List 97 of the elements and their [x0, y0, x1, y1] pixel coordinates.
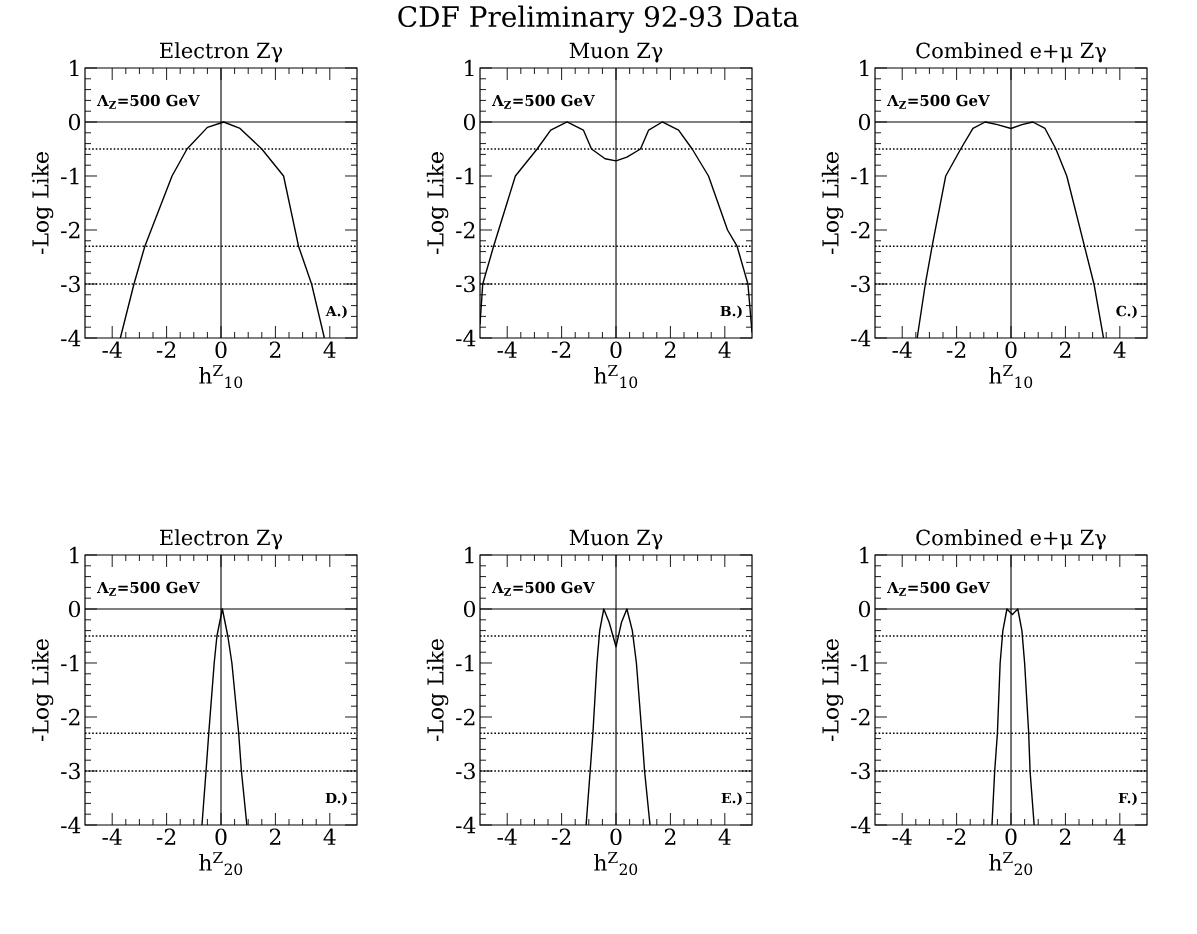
annotation: F.): [1118, 792, 1137, 806]
annotation: C.): [1116, 305, 1137, 319]
x-axis-title: h$^{Z}$10: [199, 364, 243, 389]
x-axis-title: h$^{Z}$20: [594, 851, 638, 876]
annotation: A.): [325, 305, 347, 319]
y-tick-label: -3: [456, 762, 475, 780]
annotation: Λ$_{Z}$=500 GeV: [886, 581, 990, 596]
x-tick-label: -4: [892, 828, 912, 845]
y-tick-label: 0: [463, 113, 476, 131]
x-tick-label: 0: [215, 828, 227, 846]
y-tick-label: -1: [61, 167, 79, 185]
x-axis-title: h$^{Z}$20: [199, 851, 243, 876]
y-tick-label: 1: [70, 546, 79, 564]
x-tick-label: -2: [156, 828, 176, 845]
x-axis-title: h$^{Z}$10: [594, 364, 638, 389]
chart-title: Electron Zγ: [160, 529, 283, 550]
annotation: B.): [720, 305, 742, 319]
chart-title: Electron Zγ: [160, 42, 283, 63]
x-tick-label: 4: [718, 828, 731, 845]
y-tick-label: -4: [851, 816, 871, 834]
x-tick-label: 0: [1005, 341, 1017, 359]
annotation: Λ$_{Z}$=500 GeV: [96, 581, 200, 596]
y-tick-label: -4: [456, 816, 476, 834]
y-tick-label: 0: [858, 600, 871, 618]
chart-title: Combined e+μ Zγ: [916, 42, 1106, 63]
x-tick-label: -2: [946, 828, 966, 845]
y-tick-label: 0: [858, 113, 871, 131]
x-tick-label: -4: [102, 828, 122, 845]
y-tick-label: -4: [61, 816, 81, 834]
chart-title: Combined e+μ Zγ: [916, 529, 1106, 550]
y-tick-label: -3: [851, 275, 870, 293]
y-tick-label: -2: [61, 221, 80, 239]
y-tick-label: -2: [456, 221, 475, 239]
x-tick-label: 2: [1059, 828, 1071, 845]
x-tick-label: -2: [551, 828, 571, 845]
x-tick-label: -4: [102, 341, 122, 358]
x-tick-label: -4: [497, 828, 517, 845]
annotation: E.): [721, 792, 742, 806]
y-tick-label: 1: [70, 59, 79, 77]
y-axis-title: -Log Like: [821, 152, 844, 255]
x-tick-label: 2: [1059, 341, 1071, 358]
annotation: Λ$_{Z}$=500 GeV: [491, 94, 595, 109]
y-tick-label: 0: [463, 600, 476, 618]
y-tick-label: -3: [61, 275, 80, 293]
x-tick-label: 0: [1005, 828, 1017, 846]
y-axis-title: -Log Like: [821, 639, 844, 742]
y-tick-label: -3: [61, 762, 80, 780]
y-tick-label: 1: [465, 546, 474, 564]
y-axis-title: -Log Like: [31, 639, 54, 742]
annotation: Λ$_{Z}$=500 GeV: [491, 581, 595, 596]
x-tick-label: -2: [551, 341, 571, 358]
x-tick-label: 0: [610, 341, 622, 359]
y-tick-label: -2: [851, 221, 870, 239]
x-tick-label: 4: [1113, 341, 1126, 358]
x-tick-label: -4: [892, 341, 912, 358]
x-tick-label: 2: [269, 828, 281, 845]
y-tick-label: -1: [456, 654, 474, 672]
y-axis-title: -Log Like: [426, 639, 449, 742]
x-tick-label: 4: [1113, 828, 1126, 845]
y-tick-label: -4: [851, 329, 871, 347]
x-tick-label: 4: [323, 341, 336, 358]
y-tick-label: -1: [851, 167, 869, 185]
y-tick-label: -1: [61, 654, 79, 672]
x-axis-title: h$^{Z}$10: [989, 364, 1033, 389]
y-tick-label: -3: [456, 275, 475, 293]
y-tick-label: -4: [456, 329, 476, 347]
y-tick-label: 1: [860, 59, 869, 77]
y-tick-label: 1: [860, 546, 869, 564]
x-tick-label: 0: [215, 341, 227, 359]
x-tick-label: 2: [664, 341, 676, 358]
x-tick-label: 4: [718, 341, 731, 358]
y-tick-label: 1: [465, 59, 474, 77]
y-tick-label: -2: [61, 708, 80, 726]
y-tick-label: 0: [68, 600, 81, 618]
x-tick-label: -4: [497, 341, 517, 358]
annotation: D.): [325, 792, 347, 806]
y-tick-label: -4: [61, 329, 81, 347]
y-tick-label: -1: [456, 167, 474, 185]
x-tick-label: 2: [664, 828, 676, 845]
annotation: Λ$_{Z}$=500 GeV: [96, 94, 200, 109]
chart-title: Muon Zγ: [569, 529, 663, 550]
y-axis-title: -Log Like: [426, 152, 449, 255]
x-tick-label: 2: [269, 341, 281, 358]
x-tick-label: 0: [610, 828, 622, 846]
y-tick-label: -2: [456, 708, 475, 726]
y-tick-label: -1: [851, 654, 869, 672]
text: CDF Preliminary 92-93 Data: [398, 5, 799, 33]
y-tick-label: -2: [851, 708, 870, 726]
x-tick-label: -2: [156, 341, 176, 358]
y-axis-title: -Log Like: [31, 152, 54, 255]
x-axis-title: h$^{Z}$20: [989, 851, 1033, 876]
annotation: Λ$_{Z}$=500 GeV: [886, 94, 990, 109]
y-tick-label: 0: [68, 113, 81, 131]
chart-title: Muon Zγ: [569, 42, 663, 63]
x-tick-label: -2: [946, 341, 966, 358]
x-tick-label: 4: [323, 828, 336, 845]
y-tick-label: -3: [851, 762, 870, 780]
